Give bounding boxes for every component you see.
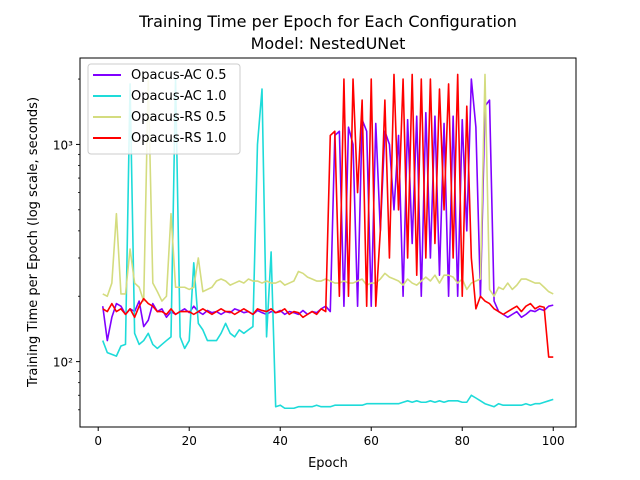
x-tick-label: 0 — [94, 434, 102, 448]
series-line-2 — [102, 78, 554, 410]
chart-title: Training Time per Epoch for Each Configu… — [138, 12, 517, 31]
legend: Opacus-AC 0.5 Opacus-AC 1.0 Opacus-RS 0.5 O… — [87, 63, 241, 155]
legend-label-4: Opacus-RS 1.0 — [131, 131, 226, 146]
series-line-4 — [102, 73, 554, 358]
x-tick-label: 20 — [182, 434, 197, 448]
x-tick-label: 40 — [273, 434, 288, 448]
legend-label-2: Opacus-AC 1.0 — [131, 89, 227, 104]
plot-frame — [79, 57, 577, 428]
y-tick-label: 10³ — [53, 138, 73, 152]
y-tick-label: 10² — [53, 356, 73, 370]
legend-label-1: Opacus-AC 0.5 — [131, 68, 227, 83]
legend-box — [87, 63, 241, 155]
y-axis: 10² 10³ — [53, 78, 80, 411]
series-line-3 — [102, 73, 554, 302]
x-tick-label: 100 — [542, 434, 565, 448]
y-axis-label: Training Time per Epoch (log scale, seco… — [26, 97, 41, 388]
chart-subtitle: Model: NestedUNet — [251, 34, 406, 53]
x-axis: 0 20 40 60 80 100 — [94, 427, 565, 448]
x-tick-label: 60 — [364, 434, 379, 448]
x-tick-label: 80 — [455, 434, 470, 448]
plot-area — [101, 73, 554, 410]
legend-label-3: Opacus-RS 0.5 — [131, 110, 226, 125]
x-axis-label: Epoch — [308, 456, 348, 471]
